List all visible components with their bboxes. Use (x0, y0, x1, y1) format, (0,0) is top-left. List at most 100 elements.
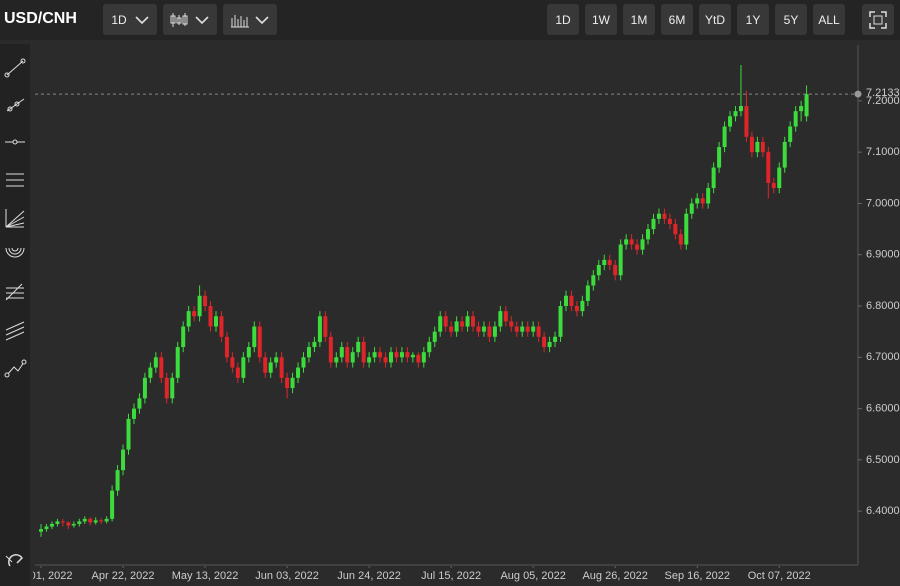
range-button[interactable]: 6M (661, 4, 693, 35)
path-tool[interactable] (2, 353, 28, 383)
candle-body (536, 326, 541, 337)
candle-body (410, 354, 415, 358)
candle-body (153, 357, 158, 368)
parallel-tool[interactable] (2, 316, 28, 346)
candle-body (673, 223, 678, 235)
x-tick-label: Jun 03, 2022 (255, 570, 319, 582)
candle-body (241, 357, 246, 378)
x-tick-label: Oct 07, 2022 (748, 570, 811, 582)
candle-body (312, 341, 317, 348)
candle-body (60, 521, 65, 523)
x-tick-label: Sep 16, 2022 (665, 570, 730, 582)
range-button[interactable]: 1D (547, 4, 579, 35)
candle-body (432, 331, 437, 342)
symbol: USD/CNH (4, 10, 77, 27)
range-button[interactable]: 1W (585, 4, 617, 35)
drawing-tools (0, 44, 30, 586)
horizontal-line-tool[interactable] (2, 127, 28, 157)
candle-body (339, 347, 344, 358)
candle-body (733, 111, 738, 117)
candle-body (602, 259, 607, 265)
candle-body (591, 275, 596, 286)
candle-body (148, 367, 153, 378)
chart-type-button[interactable] (163, 4, 217, 35)
range-button[interactable]: 5Y (775, 4, 807, 35)
candle-body (684, 213, 689, 245)
candle-body (656, 213, 661, 219)
ray-tool[interactable] (2, 89, 28, 119)
candle-body (618, 244, 623, 276)
candle-body (268, 362, 273, 373)
candle-body (438, 316, 443, 332)
candle-body (465, 316, 470, 327)
candle-body (77, 521, 82, 524)
candle-body (142, 377, 147, 399)
range-button[interactable]: 1M (623, 4, 655, 35)
indicator-button[interactable] (223, 4, 277, 35)
interval-button[interactable]: 1D (103, 4, 157, 35)
candle-body (607, 259, 612, 265)
candle-body (49, 523, 54, 527)
candle-body (766, 152, 771, 183)
candle-body (164, 377, 169, 399)
candle-body (771, 182, 776, 189)
candle-body (39, 529, 44, 532)
y-tick-label: 6.5000 (866, 454, 900, 466)
candle-body (427, 341, 432, 353)
candle-body (460, 321, 465, 327)
candle-body (257, 326, 262, 358)
candle-body (662, 213, 667, 219)
candle-body (279, 357, 284, 378)
candle-body (542, 336, 547, 348)
y-tick-label: 7.2000 (866, 95, 900, 107)
candle-body (804, 94, 809, 117)
candle-body (110, 490, 115, 519)
candle-body (531, 326, 536, 332)
candle-body (82, 518, 87, 522)
candle-body (738, 106, 743, 112)
candle-body (717, 147, 722, 168)
candle-body (131, 408, 136, 419)
candle-body (361, 341, 366, 363)
candle-body (711, 167, 716, 189)
fib-tool[interactable] (2, 278, 28, 308)
plot-area (35, 45, 858, 565)
candle-body (71, 523, 76, 526)
magnet-tool[interactable] (2, 544, 28, 574)
candle-body (509, 321, 514, 327)
y-tick-label: 6.4000 (866, 505, 900, 517)
candle-body (93, 520, 98, 523)
candle-body (115, 470, 120, 491)
candle-body (345, 347, 350, 363)
candle-body (503, 311, 508, 322)
candle-body (574, 306, 579, 312)
candle-body (208, 306, 213, 327)
candle-body (290, 377, 295, 389)
candle-body (471, 316, 476, 327)
arc-tool[interactable] (2, 240, 28, 270)
range-button[interactable]: 1Y (737, 4, 769, 35)
candle-body (449, 326, 454, 332)
candle-body (246, 347, 251, 358)
candle-body (378, 352, 383, 358)
candle-body (492, 326, 497, 337)
candle-body (782, 141, 787, 168)
candle-body (695, 198, 700, 204)
y-tick-label: 6.9000 (866, 249, 900, 261)
fullscreen-button[interactable] (862, 4, 894, 35)
range-button[interactable]: YtD (699, 4, 731, 35)
range-button[interactable]: ALL (813, 4, 845, 35)
fan-tool[interactable] (2, 203, 28, 233)
chevron (135, 15, 149, 24)
candle-body (421, 352, 426, 363)
trend-line-tool[interactable] (2, 52, 28, 82)
candle-body (159, 357, 164, 378)
candles (39, 65, 809, 537)
candle-body (689, 203, 694, 214)
candle-body (678, 234, 683, 245)
candle-body (44, 526, 49, 530)
candle-body (760, 141, 765, 153)
x-tick-label: Jun 24, 2022 (337, 570, 401, 582)
channel-tool[interactable] (2, 165, 28, 195)
candle-body (585, 285, 590, 301)
